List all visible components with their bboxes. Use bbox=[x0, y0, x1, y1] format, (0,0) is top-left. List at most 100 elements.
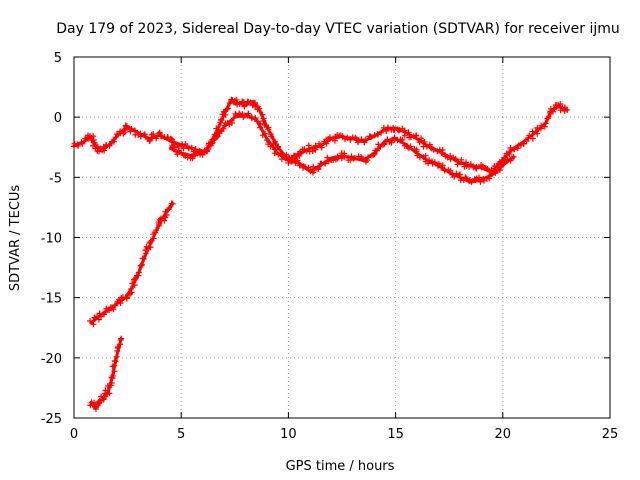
data-point bbox=[214, 132, 221, 139]
data-point bbox=[79, 140, 86, 147]
data-point bbox=[422, 152, 429, 159]
data-point bbox=[417, 137, 424, 144]
data-point bbox=[188, 144, 195, 151]
data-point bbox=[387, 138, 394, 145]
data-point bbox=[405, 129, 412, 136]
data-point bbox=[163, 212, 170, 219]
data-point bbox=[137, 133, 144, 140]
data-point bbox=[170, 144, 177, 151]
data-point bbox=[113, 131, 120, 138]
data-point bbox=[209, 139, 216, 146]
data-point bbox=[370, 151, 377, 158]
data-point bbox=[426, 141, 433, 148]
y-tick-label: -20 bbox=[41, 352, 62, 367]
data-point bbox=[169, 200, 176, 207]
data-point bbox=[500, 158, 507, 165]
chart-title: Day 179 of 2023, Sidereal Day-to-day VTE… bbox=[56, 21, 620, 37]
data-point bbox=[373, 147, 380, 154]
data-point bbox=[233, 96, 240, 103]
data-point bbox=[268, 133, 275, 140]
series-lower-track bbox=[168, 110, 517, 185]
data-point bbox=[378, 129, 385, 136]
data-point bbox=[139, 261, 146, 268]
data-point bbox=[147, 238, 154, 245]
data-point bbox=[257, 124, 264, 131]
data-point bbox=[401, 127, 408, 134]
data-point bbox=[496, 167, 503, 174]
data-point bbox=[468, 178, 475, 185]
data-point bbox=[413, 148, 420, 155]
data-point bbox=[347, 157, 354, 164]
series-descending-arc-1 bbox=[87, 200, 176, 328]
data-point bbox=[375, 131, 382, 138]
data-point bbox=[412, 132, 419, 139]
data-point bbox=[108, 380, 115, 387]
data-point bbox=[142, 247, 149, 254]
data-point bbox=[241, 103, 248, 110]
data-point bbox=[542, 120, 549, 127]
data-point bbox=[127, 285, 134, 292]
x-tick-label: 20 bbox=[495, 427, 512, 442]
data-point bbox=[267, 143, 274, 150]
data-point bbox=[453, 156, 460, 163]
data-point bbox=[330, 157, 337, 164]
data-point bbox=[133, 272, 140, 279]
data-point bbox=[285, 159, 292, 166]
data-point bbox=[270, 140, 277, 147]
y-tick-label: -25 bbox=[41, 412, 62, 427]
data-point bbox=[371, 132, 378, 139]
data-point bbox=[456, 171, 463, 178]
data-point bbox=[95, 148, 102, 155]
x-tick-label: 0 bbox=[70, 427, 78, 442]
y-axis-label: SDTVAR / TECUs bbox=[8, 185, 23, 292]
data-point bbox=[367, 133, 374, 140]
data-point bbox=[184, 154, 191, 161]
data-point bbox=[326, 134, 333, 141]
data-point bbox=[106, 142, 113, 149]
data-point bbox=[517, 142, 524, 149]
data-point bbox=[529, 135, 536, 142]
data-point bbox=[113, 353, 120, 360]
data-point bbox=[407, 134, 414, 141]
y-tick-label: 5 bbox=[54, 51, 62, 66]
data-point bbox=[152, 229, 159, 236]
y-tick-label: -15 bbox=[41, 292, 62, 307]
data-point bbox=[426, 157, 433, 164]
data-point bbox=[439, 162, 446, 169]
data-point bbox=[87, 318, 94, 325]
x-axis-label: GPS time / hours bbox=[286, 459, 395, 474]
data-point bbox=[259, 111, 266, 118]
data-point bbox=[239, 99, 246, 106]
data-point bbox=[334, 153, 341, 160]
data-point bbox=[106, 390, 113, 397]
data-point bbox=[153, 135, 160, 142]
data-point bbox=[431, 159, 438, 166]
data-point bbox=[245, 110, 252, 117]
x-tick-label: 15 bbox=[387, 427, 404, 442]
data-point bbox=[454, 161, 461, 168]
data-point bbox=[282, 155, 289, 162]
data-point bbox=[477, 178, 484, 185]
data-point bbox=[324, 154, 331, 161]
data-point bbox=[451, 173, 458, 180]
data-point bbox=[261, 121, 268, 128]
data-point bbox=[507, 145, 514, 152]
data-point bbox=[174, 151, 181, 158]
data-point bbox=[355, 137, 362, 144]
series-descending-arc-2 bbox=[87, 335, 125, 412]
data-point bbox=[167, 135, 174, 142]
y-tick-label: -5 bbox=[49, 171, 62, 186]
data-point bbox=[139, 255, 146, 262]
data-point bbox=[140, 255, 147, 262]
data-point bbox=[224, 105, 231, 112]
data-point bbox=[407, 143, 414, 150]
data-point bbox=[358, 153, 365, 160]
data-point bbox=[185, 145, 192, 152]
data-point bbox=[118, 335, 125, 342]
data-point bbox=[318, 144, 325, 151]
series-main-track bbox=[70, 96, 571, 175]
data-point bbox=[123, 123, 130, 130]
data-point bbox=[467, 161, 474, 168]
data-point bbox=[503, 156, 510, 163]
